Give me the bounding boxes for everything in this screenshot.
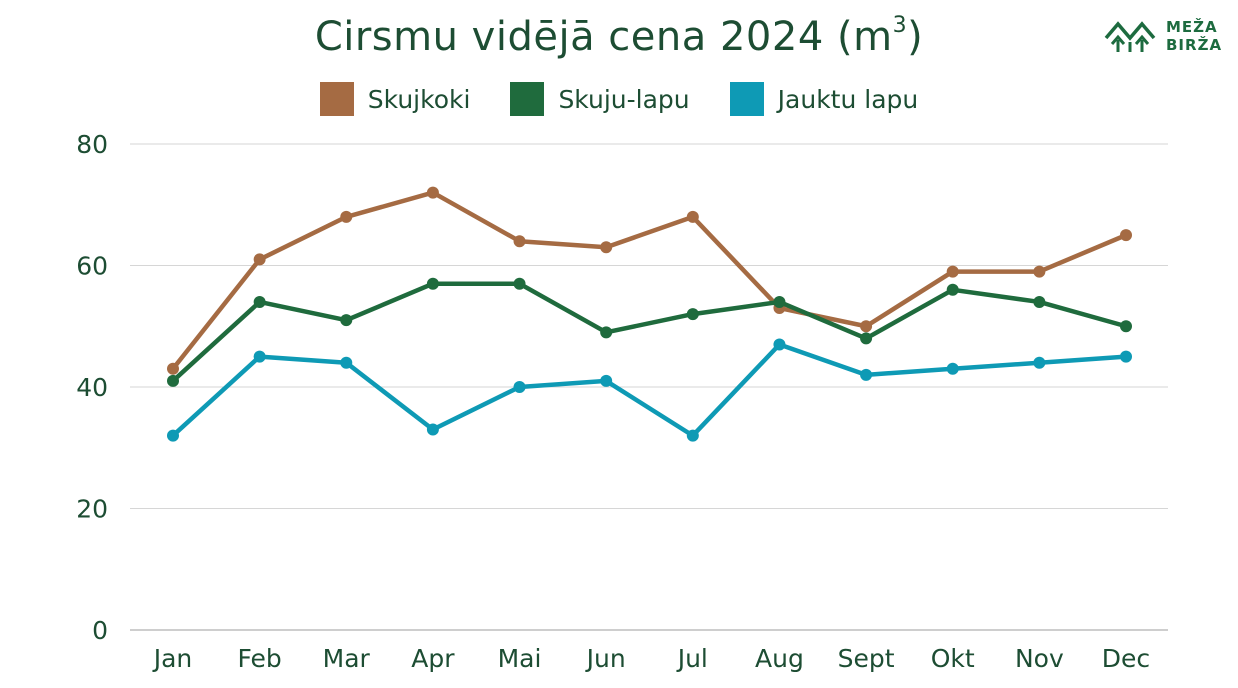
data-point	[167, 374, 179, 387]
data-point	[1033, 265, 1046, 278]
data-point	[686, 210, 699, 223]
data-point	[946, 283, 959, 296]
data-point	[1120, 229, 1132, 242]
chart-title-text: Cirsmu vidējā cena 2024 (m	[314, 14, 893, 60]
legend-swatch-skujkoki	[319, 82, 354, 116]
x-tick-label: Apr	[411, 644, 455, 673]
data-point	[860, 332, 873, 345]
data-point	[167, 362, 179, 375]
x-tick-label: Mar	[323, 644, 371, 673]
data-point	[686, 429, 699, 442]
logo-line-1: MEŽA	[1166, 18, 1218, 36]
y-tick-label: 0	[92, 616, 108, 645]
data-point	[253, 253, 266, 266]
legend-swatch-skuju-lapu	[510, 82, 545, 116]
legend-swatch-jauktu-lapu	[729, 82, 764, 116]
x-tick-label: Okt	[931, 644, 975, 673]
series-line	[170, 190, 1129, 372]
data-point	[773, 338, 786, 351]
data-point	[340, 210, 353, 223]
data-point	[253, 350, 266, 363]
data-point	[426, 186, 439, 199]
x-tick-label: Aug	[755, 644, 804, 673]
legend-label-skuju-lapu: Skuju-lapu	[558, 84, 690, 114]
data-point	[1120, 350, 1132, 363]
data-point	[426, 277, 439, 290]
y-tick-label: 60	[76, 252, 108, 281]
data-point	[1033, 356, 1046, 369]
data-point	[513, 277, 526, 290]
data-point	[860, 368, 873, 381]
legend-item-skujkoki: Skujkoki	[319, 82, 471, 116]
data-point	[1120, 320, 1132, 333]
forest-logo-icon	[1104, 21, 1156, 52]
logo-text: MEŽA BIRŽA	[1166, 18, 1222, 54]
data-point	[946, 362, 959, 375]
y-tick-label: 40	[76, 373, 108, 402]
data-point	[167, 429, 179, 442]
chart-title-superscript: 3	[892, 12, 908, 38]
x-tick-label: Mai	[498, 644, 542, 673]
legend-label-skujkoki: Skujkoki	[367, 84, 471, 114]
chart-title: Cirsmu vidējā cena 2024 (m3)	[0, 12, 1238, 60]
data-point	[340, 356, 353, 369]
legend-item-jauktu-lapu: Jauktu lapu	[729, 82, 919, 116]
data-point	[946, 265, 959, 278]
legend-item-skuju-lapu: Skuju-lapu	[510, 82, 690, 116]
data-point	[513, 381, 526, 393]
data-point	[513, 235, 526, 248]
logo-line-2: BIRŽA	[1166, 36, 1223, 54]
data-point	[600, 374, 613, 387]
y-tick-label: 80	[76, 130, 108, 159]
data-point	[686, 308, 699, 321]
series-line	[170, 281, 1129, 384]
data-point	[426, 423, 439, 436]
data-point	[600, 326, 613, 339]
brand-logo: MEŽA BIRŽA	[1104, 14, 1228, 58]
data-point	[860, 320, 873, 333]
x-tick-label: Sept	[838, 644, 895, 673]
data-point	[600, 241, 613, 254]
x-tick-label: Jun	[585, 644, 626, 673]
data-point	[253, 295, 266, 308]
data-point	[1033, 295, 1046, 308]
chart-title-close: )	[907, 14, 924, 60]
x-tick-label: Feb	[238, 644, 282, 673]
y-tick-label: 20	[76, 495, 108, 524]
x-tick-label: Jan	[152, 644, 193, 673]
legend-label-jauktu-lapu: Jauktu lapu	[777, 84, 919, 114]
data-point	[340, 314, 353, 327]
series-line	[170, 342, 1129, 438]
x-tick-label: Nov	[1015, 644, 1064, 673]
data-point	[773, 295, 786, 308]
chart-legend: Skujkoki Skuju-lapu Jauktu lapu	[0, 82, 1238, 116]
x-tick-label: Dec	[1102, 644, 1150, 673]
x-tick-label: Jul	[676, 644, 708, 673]
